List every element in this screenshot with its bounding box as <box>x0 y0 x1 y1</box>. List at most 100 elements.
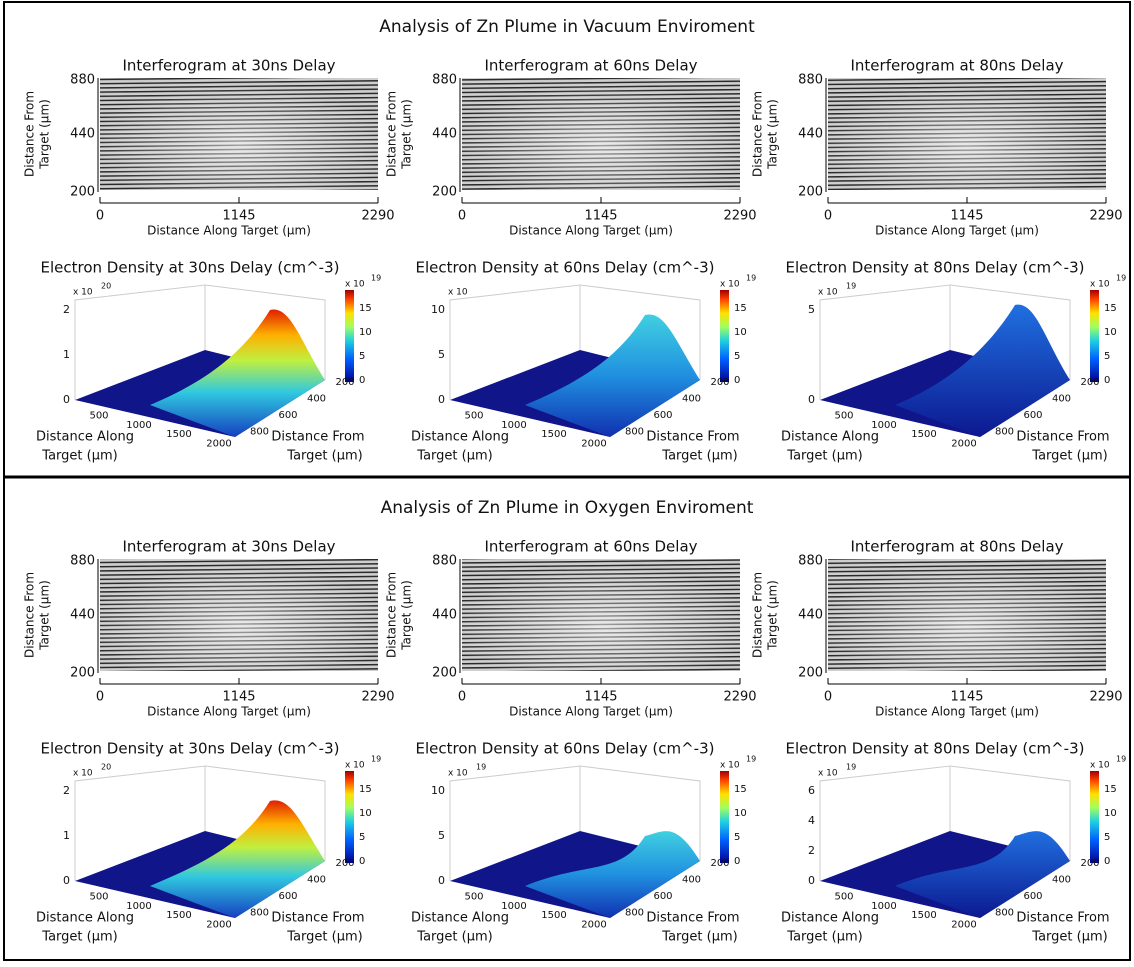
z-exponent: 19 <box>846 282 856 291</box>
colorbar <box>1090 771 1099 863</box>
back-wall <box>819 284 1071 400</box>
x-axis-label: Target (µm) <box>786 930 862 945</box>
colorbar-scale: x 10 <box>720 280 740 290</box>
z-exponent: 19 <box>476 763 486 772</box>
y-tick-label: 880 <box>432 554 457 569</box>
interferogram-glow <box>462 78 740 190</box>
x-tick-label: 1145 <box>222 209 255 224</box>
density-title: Electron Density at 80ns Delay (cm^-3) <box>786 259 1085 277</box>
colorbar-exponent: 19 <box>1116 755 1126 764</box>
colorbar-tick-label: 15 <box>1104 303 1117 314</box>
x-tick-label: 1500 <box>911 429 936 440</box>
y-tick-label: 440 <box>798 127 823 142</box>
back-wall <box>449 284 701 400</box>
y-tick-label: 200 <box>798 185 823 200</box>
y-tick-label: 200 <box>432 666 457 681</box>
y-axis-label: Target (µm) <box>661 930 737 945</box>
colorbar-tick-label: 0 <box>359 856 365 867</box>
back-wall <box>74 765 326 881</box>
x-tick-label: 1500 <box>166 910 191 921</box>
y-tick-label: 800 <box>250 908 269 919</box>
interferogram-glow <box>828 559 1106 671</box>
x-tick-label: 0 <box>824 209 832 224</box>
y-tick-label: 880 <box>798 73 823 88</box>
x-tick-label: 500 <box>464 411 483 422</box>
y-axis-label: Distance From <box>646 911 739 926</box>
colorbar-tick-label: 5 <box>734 351 740 362</box>
z-tick-label: 2 <box>63 784 70 797</box>
x-tick-label: 1000 <box>871 901 896 912</box>
colorbar-scale: x 10 <box>1090 280 1110 290</box>
y-axis-label: Distance From <box>751 572 765 658</box>
x-tick-label: 1145 <box>584 209 617 224</box>
density-title: Electron Density at 80ns Delay (cm^-3) <box>786 740 1085 758</box>
interferogram-glow <box>100 78 378 190</box>
z-tick-label: 1 <box>63 348 70 361</box>
x-tick-label: 2000 <box>206 438 231 449</box>
interferogram-title: Interferogram at 30ns Delay <box>122 57 335 75</box>
interferogram-title: Interferogram at 80ns Delay <box>850 538 1063 556</box>
x-axis-label: Distance Along Target (µm) <box>509 224 673 238</box>
x-tick-label: 2000 <box>951 438 976 449</box>
z-tick-label: 10 <box>431 303 445 316</box>
z-scale: x 10 <box>448 769 468 779</box>
y-tick-label: 400 <box>682 394 701 405</box>
y-axis-label: Distance From <box>751 91 765 177</box>
y-axis-label: Target (µm) <box>1031 449 1107 464</box>
x-tick-label: 500 <box>464 892 483 903</box>
z-tick-label: 0 <box>808 393 815 406</box>
colorbar <box>345 290 354 382</box>
z-tick-label: 0 <box>438 393 445 406</box>
colorbar-tick-label: 10 <box>1104 327 1117 338</box>
x-tick-label: 1500 <box>911 910 936 921</box>
x-tick-label: 2000 <box>951 919 976 930</box>
density-title: Electron Density at 60ns Delay (cm^-3) <box>416 259 715 277</box>
colorbar-tick-label: 0 <box>734 856 740 867</box>
y-tick-label: 880 <box>70 554 95 569</box>
y-axis-label: Target (µm) <box>38 99 52 170</box>
y-axis-label: Distance From <box>385 91 399 177</box>
colorbar-exponent: 19 <box>746 755 756 764</box>
interferogram-title: Interferogram at 60ns Delay <box>484 538 697 556</box>
x-axis-label: Distance Along Target (µm) <box>875 705 1039 719</box>
colorbar <box>720 290 729 382</box>
x-tick-label: 2290 <box>723 690 756 705</box>
x-tick-label: 1000 <box>126 901 151 912</box>
interferogram-glow <box>100 559 378 671</box>
y-tick-label: 200 <box>335 377 354 388</box>
y-axis-label: Target (µm) <box>400 99 414 170</box>
y-tick-label: 800 <box>625 908 644 919</box>
colorbar-tick-label: 10 <box>359 327 372 338</box>
colorbar-tick-label: 15 <box>359 303 372 314</box>
colorbar-tick-label: 5 <box>359 832 365 843</box>
y-tick-label: 880 <box>798 554 823 569</box>
x-tick-label: 2290 <box>1089 209 1122 224</box>
x-tick-label: 0 <box>458 690 466 705</box>
density-title: Electron Density at 30ns Delay (cm^-3) <box>41 740 340 758</box>
y-tick-label: 880 <box>70 73 95 88</box>
colorbar-exponent: 19 <box>371 274 381 283</box>
y-axis-label: Distance From <box>23 91 37 177</box>
colorbar-tick-label: 10 <box>734 327 747 338</box>
colorbar-tick-label: 0 <box>1104 856 1110 867</box>
colorbar-tick-label: 5 <box>734 832 740 843</box>
y-tick-label: 400 <box>307 394 326 405</box>
colorbar-exponent: 19 <box>1116 274 1126 283</box>
y-tick-label: 200 <box>335 858 354 869</box>
interferogram-title: Interferogram at 30ns Delay <box>122 538 335 556</box>
back-wall <box>819 765 1071 881</box>
y-axis-label: Target (µm) <box>286 449 362 464</box>
x-tick-label: 500 <box>89 892 108 903</box>
x-tick-label: 2000 <box>581 438 606 449</box>
z-exponent: 20 <box>101 763 111 772</box>
x-axis-label: Distance Along Target (µm) <box>147 224 311 238</box>
colorbar-tick-label: 15 <box>359 784 372 795</box>
z-scale: x 10 <box>73 288 93 298</box>
z-tick-label: 0 <box>438 874 445 887</box>
colorbar <box>1090 290 1099 382</box>
colorbar-scale: x 10 <box>1090 761 1110 771</box>
y-axis-label: Target (µm) <box>766 580 780 651</box>
density-title: Electron Density at 30ns Delay (cm^-3) <box>41 259 340 277</box>
surface-peak <box>150 309 325 437</box>
